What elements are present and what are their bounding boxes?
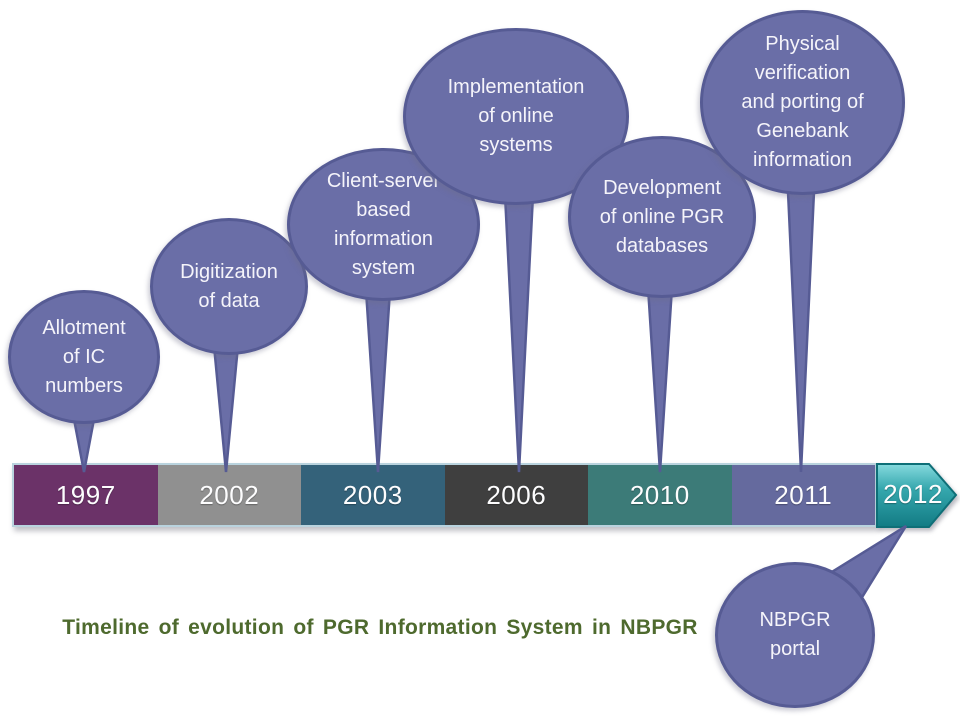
caption-text: Timeline of evolution of PGR Information… bbox=[62, 616, 698, 639]
bubble-digitization-of-data: Digitization of data bbox=[150, 218, 308, 355]
timeline-segment-2003: 2003 bbox=[301, 465, 445, 525]
year-label: 2006 bbox=[486, 479, 547, 510]
bubble-label: Implementation of online systems bbox=[447, 76, 585, 156]
bubble-label: Allotment of IC numbers bbox=[42, 316, 126, 397]
year-label: 2012 bbox=[883, 478, 943, 509]
timeline-segment-2011: 2011 bbox=[731, 465, 875, 525]
timeline-segment-2002: 2002 bbox=[157, 465, 301, 525]
year-label: 2002 bbox=[199, 479, 260, 510]
bubble-label: Digitization of data bbox=[180, 260, 278, 312]
bubble-allotment-ic-numbers: Allotment of IC numbers bbox=[8, 290, 160, 424]
year-label: 1997 bbox=[55, 479, 116, 510]
bubble-tail-2003 bbox=[363, 273, 393, 473]
timeline-segment-2010: 2010 bbox=[588, 465, 732, 525]
bubble-label: Client-server based information system bbox=[326, 169, 441, 279]
bubble-label: Development of online PGR databases bbox=[599, 176, 725, 257]
bubble-tail-2002 bbox=[211, 333, 241, 473]
bubble-physical-verification: Physical verification and porting of Gen… bbox=[700, 10, 905, 195]
bubble-tail-2006 bbox=[502, 173, 536, 473]
timeline-segment-2012: 2012 bbox=[877, 463, 949, 525]
year-label: 2003 bbox=[342, 479, 403, 510]
bubble-tail-2011 bbox=[785, 168, 817, 473]
bubble-nbpgr-portal: NBPGR portal bbox=[715, 562, 875, 708]
bubble-tail-2010 bbox=[645, 270, 675, 473]
year-label: 2010 bbox=[629, 479, 690, 510]
timeline-bar: 1997 2002 2003 2006 2010 2011 bbox=[12, 463, 877, 527]
timeline-segment-2006: 2006 bbox=[444, 465, 588, 525]
bubble-label: NBPGR portal bbox=[759, 609, 831, 660]
year-label: 2011 bbox=[774, 479, 833, 510]
bubble-label: Physical verification and porting of Gen… bbox=[741, 33, 864, 171]
timeline-segment-1997: 1997 bbox=[14, 465, 158, 525]
